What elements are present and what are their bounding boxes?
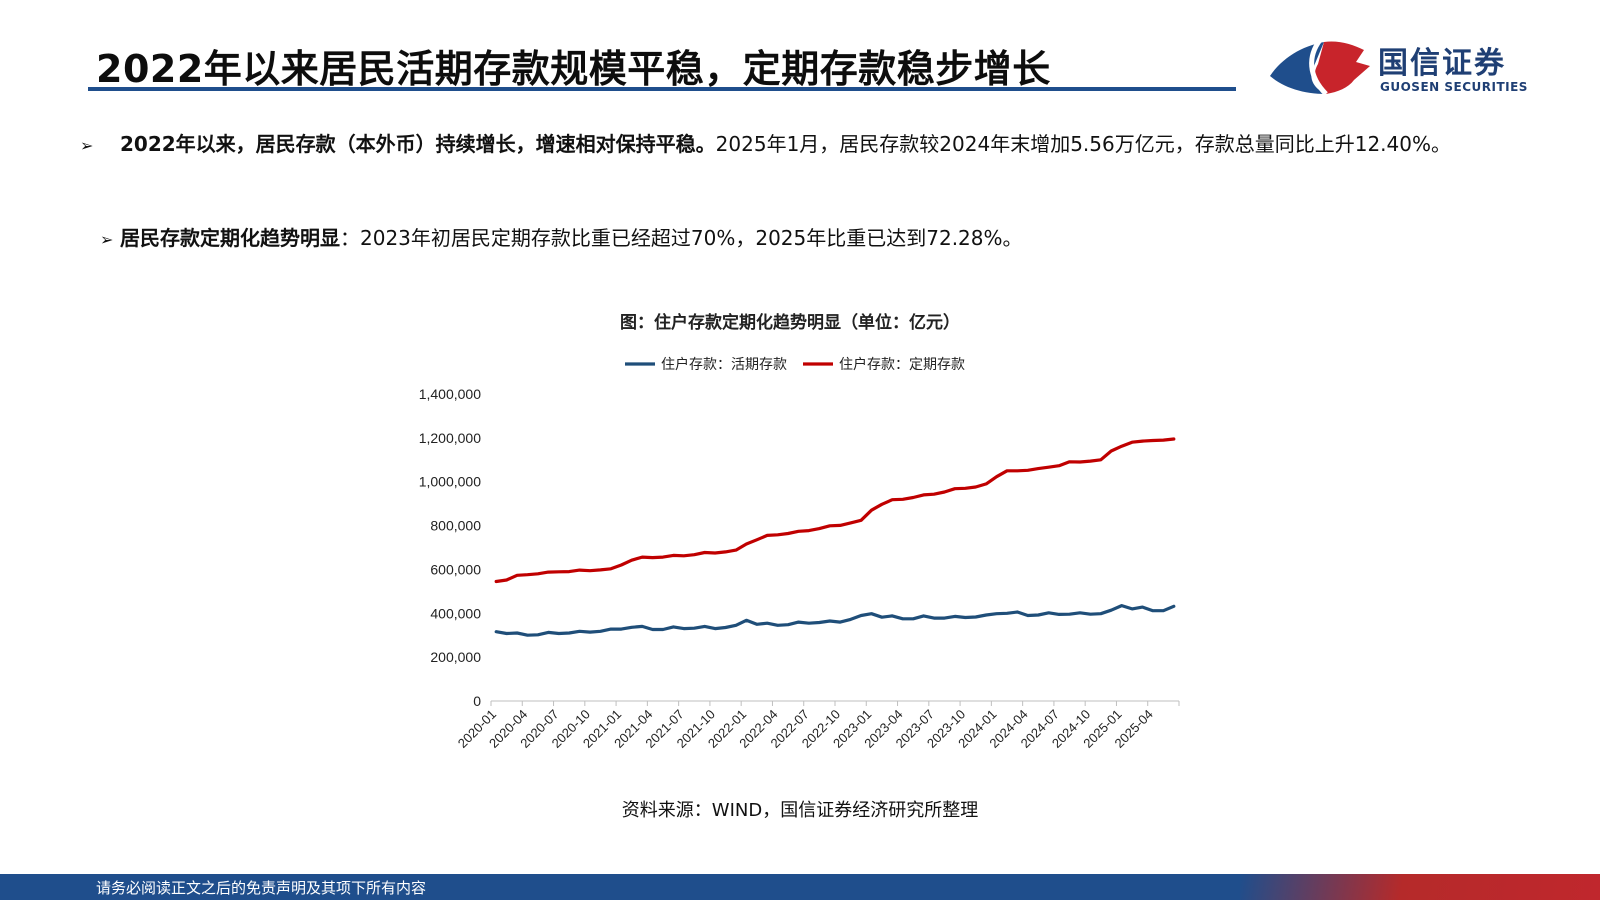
logo-mark-icon (1270, 38, 1370, 96)
y-tick-label: 0 (473, 693, 481, 709)
legend-label: 住户存款：定期存款 (839, 356, 965, 373)
series-line-time-deposit (494, 437, 1176, 584)
bullet-arrow-icon: ➢ (100, 230, 114, 249)
footer-disclaimer: 请务必阅读正文之后的免责声明及其项下所有内容 (96, 879, 427, 897)
y-tick-label: 1,200,000 (419, 430, 481, 446)
chart-source: 资料来源：WIND，国信证券经济研究所整理 (621, 800, 979, 821)
bullet-1-bold: 2022年以来，居民存款（本外币）持续增长，增速相对保持平稳。 (120, 132, 716, 156)
bullet-2-text: ：2023年初居民定期存款比重已经超过70%，2025年比重已达到72.28%。 (340, 226, 1023, 250)
page-title: 2022年以来居民活期存款规模平稳，定期存款稳步增长 (96, 47, 1051, 91)
y-tick-label: 400,000 (430, 605, 481, 621)
logo-name: 国信证券 (1378, 46, 1506, 81)
y-tick-label: 1,000,000 (419, 474, 481, 490)
legend-label: 住户存款：活期存款 (661, 356, 787, 373)
bullet-1-text: 2025年1月，居民存款较2024年末增加5.56万亿元，存款总量同比上升12.… (715, 132, 1451, 156)
company-logo: 国信证券 GUOSEN SECURITIES (1268, 36, 1558, 100)
bullet-1: ➢ 2022年以来，居民存款（本外币）持续增长，增速相对保持平稳。2025年1月，… (80, 122, 1540, 168)
footer-bar: 请务必阅读正文之后的免责声明及其项下所有内容 (0, 874, 1600, 900)
y-tick-label: 1,400,000 (419, 386, 481, 402)
bullet-2: ➢ 居民存款定期化趋势明显：2023年初居民定期存款比重已经超过70%，2025年… (100, 216, 1520, 262)
y-tick-label: 600,000 (430, 561, 481, 577)
title-underline (88, 87, 1236, 91)
bullet-arrow-icon: ➢ (80, 136, 94, 155)
y-tick-label: 800,000 (430, 518, 481, 534)
bullet-2-bold: 居民存款定期化趋势明显 (120, 226, 340, 250)
logo-english-name: GUOSEN SECURITIES (1380, 80, 1528, 94)
series-line-demand-deposit (494, 603, 1176, 637)
chart-title: 图：住户存款定期化趋势明显（单位：亿元） (620, 313, 960, 333)
footer-accent (1240, 874, 1600, 900)
y-tick-label: 200,000 (430, 649, 481, 665)
